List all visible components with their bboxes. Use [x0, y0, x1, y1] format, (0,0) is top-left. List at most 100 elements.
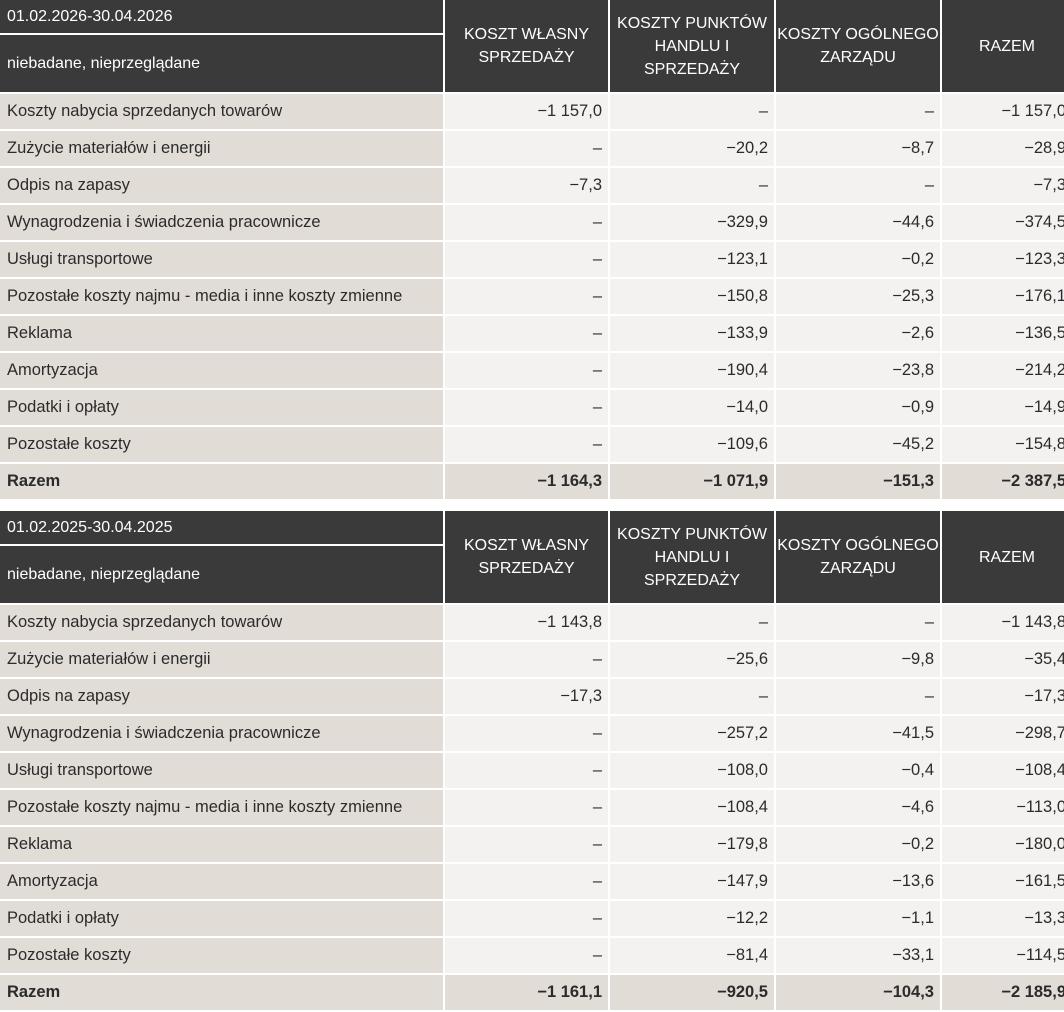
table-row: Zużycie materiałów i energii – −25,6 −9,… [0, 642, 1064, 677]
cell-value: – [776, 94, 940, 129]
cell-value: −190,4 [610, 353, 774, 388]
cell-value: −8,7 [776, 131, 940, 166]
cell-value: −109,6 [610, 427, 774, 462]
total-label: Razem [0, 464, 443, 499]
cell-value: – [445, 642, 608, 677]
cell-value: −123,3 [942, 242, 1064, 277]
cell-value: −0,2 [776, 827, 940, 862]
cell-value: −1 143,8 [942, 605, 1064, 640]
cell-value: −7,3 [942, 168, 1064, 203]
table-row: Koszty nabycia sprzedanych towarów −1 15… [0, 94, 1064, 129]
col-header-admin-costs: KOSZTY OGÓLNEGO ZARZĄDU [776, 0, 940, 92]
cell-value: – [445, 901, 608, 936]
row-label: Amortyzacja [0, 353, 443, 388]
row-label: Zużycie materiałów i energii [0, 131, 443, 166]
cell-value: −329,9 [610, 205, 774, 240]
cell-value: −13,3 [942, 901, 1064, 936]
cell-value: −113,0 [942, 790, 1064, 825]
cell-value: −41,5 [776, 716, 940, 751]
cell-value: – [445, 938, 608, 973]
cell-value: −133,9 [610, 316, 774, 351]
cell-value: −17,3 [942, 679, 1064, 714]
audit-note: niebadane, nieprzeglądane [0, 546, 443, 603]
total-value: −1 161,1 [445, 975, 608, 1010]
row-label: Zużycie materiałów i energii [0, 642, 443, 677]
cost-table-2026: 01.02.2026-30.04.2026 KOSZT WŁASNY SPRZE… [0, 0, 1064, 501]
cell-value: – [776, 168, 940, 203]
table-row: Odpis na zapasy −7,3 – – −7,3 [0, 168, 1064, 203]
cell-value: −108,4 [942, 753, 1064, 788]
row-label: Wynagrodzenia i świadczenia pracownicze [0, 205, 443, 240]
cell-value: −35,4 [942, 642, 1064, 677]
cell-value: −1 157,0 [445, 94, 608, 129]
row-label: Pozostałe koszty [0, 427, 443, 462]
table-row: Wynagrodzenia i świadczenia pracownicze … [0, 716, 1064, 751]
cell-value: −13,6 [776, 864, 940, 899]
table-row: Podatki i opłaty – −14,0 −0,9 −14,9 [0, 390, 1064, 425]
col-header-total: RAZEM [942, 0, 1064, 92]
cell-value: – [445, 427, 608, 462]
col-header-admin-costs: KOSZTY OGÓLNEGO ZARZĄDU [776, 511, 940, 603]
cell-value: – [445, 827, 608, 862]
total-row: Razem −1 164,3 −1 071,9 −151,3 −2 387,5 [0, 464, 1064, 499]
cell-value: – [610, 679, 774, 714]
row-label: Pozostałe koszty [0, 938, 443, 973]
cell-value: – [445, 131, 608, 166]
total-value: −920,5 [610, 975, 774, 1010]
table-row: Zużycie materiałów i energii – −20,2 −8,… [0, 131, 1064, 166]
total-value: −2 185,9 [942, 975, 1064, 1010]
row-label: Odpis na zapasy [0, 679, 443, 714]
cell-value: −0,4 [776, 753, 940, 788]
table-row: Wynagrodzenia i świadczenia pracownicze … [0, 205, 1064, 240]
row-label: Usługi transportowe [0, 753, 443, 788]
total-row: Razem −1 161,1 −920,5 −104,3 −2 185,9 [0, 975, 1064, 1010]
cell-value: – [610, 168, 774, 203]
row-label: Amortyzacja [0, 864, 443, 899]
cell-value: – [445, 242, 608, 277]
cell-value: −179,8 [610, 827, 774, 862]
table-row: Usługi transportowe – −123,1 −0,2 −123,3 [0, 242, 1064, 277]
cell-value: −150,8 [610, 279, 774, 314]
cell-value: −176,1 [942, 279, 1064, 314]
cell-value: – [445, 353, 608, 388]
table-row: Pozostałe koszty – −109,6 −45,2 −154,8 [0, 427, 1064, 462]
table-row: Amortyzacja – −147,9 −13,6 −161,5 [0, 864, 1064, 899]
cell-value: −14,9 [942, 390, 1064, 425]
cell-value: – [445, 205, 608, 240]
total-value: −1 071,9 [610, 464, 774, 499]
cell-value: – [445, 790, 608, 825]
row-label: Podatki i opłaty [0, 390, 443, 425]
table-row: Pozostałe koszty najmu - media i inne ko… [0, 790, 1064, 825]
cell-value: – [445, 316, 608, 351]
row-label: Pozostałe koszty najmu - media i inne ko… [0, 790, 443, 825]
cell-value: −81,4 [610, 938, 774, 973]
cell-value: −108,4 [610, 790, 774, 825]
cell-value: – [445, 864, 608, 899]
cell-value: −12,2 [610, 901, 774, 936]
cell-value: −20,2 [610, 131, 774, 166]
col-header-store-costs: KOSZTY PUNKTÓW HANDLU I SPRZEDAŻY [610, 511, 774, 603]
cell-value: – [445, 716, 608, 751]
cell-value: – [776, 679, 940, 714]
cost-table-2025: 01.02.2025-30.04.2025 KOSZT WŁASNY SPRZE… [0, 509, 1064, 1012]
cell-value: −257,2 [610, 716, 774, 751]
row-label: Usługi transportowe [0, 242, 443, 277]
cell-value: −123,1 [610, 242, 774, 277]
table-row: Odpis na zapasy −17,3 – – −17,3 [0, 679, 1064, 714]
col-header-total: RAZEM [942, 511, 1064, 603]
total-label: Razem [0, 975, 443, 1010]
cell-value: −25,6 [610, 642, 774, 677]
cell-value: −0,2 [776, 242, 940, 277]
cell-value: −33,1 [776, 938, 940, 973]
cell-value: −14,0 [610, 390, 774, 425]
table-row: Pozostałe koszty – −81,4 −33,1 −114,5 [0, 938, 1064, 973]
cell-value: −214,2 [942, 353, 1064, 388]
cell-value: −45,2 [776, 427, 940, 462]
cell-value: −114,5 [942, 938, 1064, 973]
cell-value: −7,3 [445, 168, 608, 203]
cell-value: −154,8 [942, 427, 1064, 462]
row-label: Odpis na zapasy [0, 168, 443, 203]
cell-value: −161,5 [942, 864, 1064, 899]
cell-value: – [610, 94, 774, 129]
total-value: −2 387,5 [942, 464, 1064, 499]
